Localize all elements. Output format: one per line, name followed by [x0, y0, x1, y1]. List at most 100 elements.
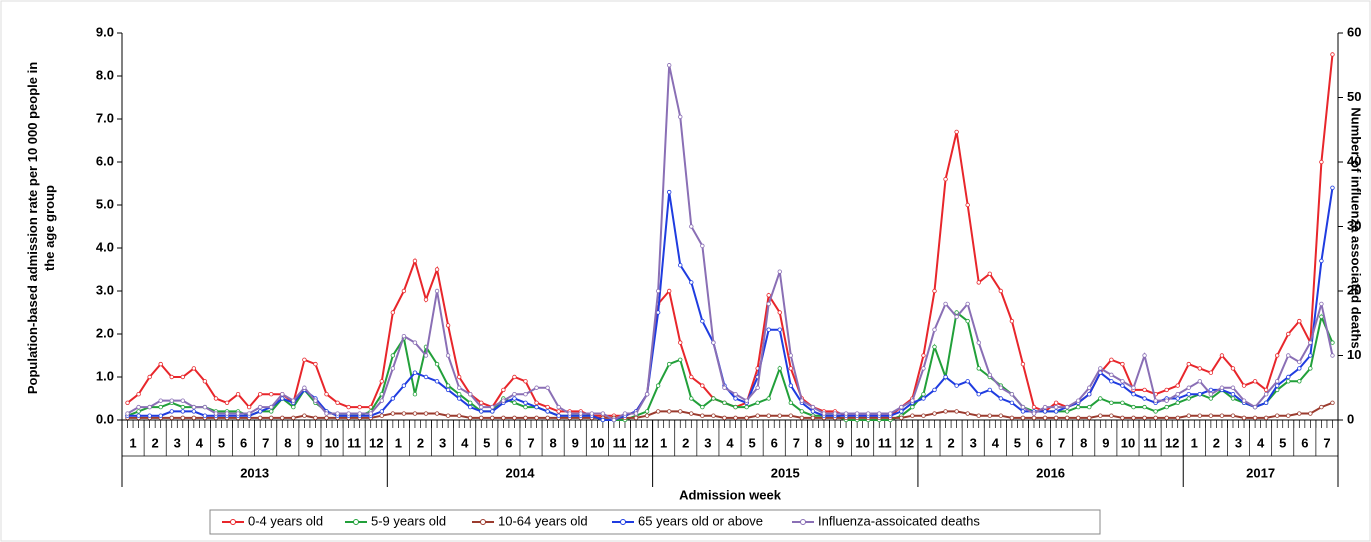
legend-marker	[230, 519, 236, 525]
point	[1020, 404, 1026, 410]
y2-tick-label: 10	[1347, 347, 1361, 362]
point	[158, 361, 163, 367]
point	[512, 396, 517, 401]
point	[1186, 396, 1191, 401]
point	[810, 404, 816, 410]
point	[1064, 404, 1070, 410]
point	[976, 340, 981, 345]
point	[954, 310, 959, 315]
point	[1263, 415, 1269, 421]
point	[412, 370, 418, 375]
point	[578, 411, 583, 416]
point	[700, 243, 705, 249]
point	[390, 353, 396, 358]
point	[235, 392, 241, 397]
point	[1297, 318, 1302, 324]
point	[932, 344, 937, 350]
point	[667, 288, 672, 294]
x-tick-label: 10	[590, 435, 604, 450]
point	[1208, 370, 1214, 375]
point	[445, 413, 451, 418]
point	[678, 357, 683, 362]
x-tick-label: 3	[970, 435, 977, 450]
point	[678, 340, 683, 345]
point	[1175, 392, 1180, 397]
point	[1241, 383, 1247, 388]
point	[1330, 400, 1335, 405]
point	[191, 366, 197, 371]
point	[567, 411, 572, 416]
point	[512, 392, 517, 397]
point	[1319, 258, 1324, 264]
point	[1009, 400, 1015, 405]
x-tick-label: 3	[174, 435, 181, 450]
x-tick-label: 12	[369, 435, 383, 450]
point	[667, 361, 672, 367]
point	[1009, 415, 1015, 421]
point	[445, 353, 451, 358]
legend-label: 0-4 years old	[248, 513, 323, 528]
point	[379, 379, 384, 384]
x-tick-label: 10	[325, 435, 339, 450]
y2-tick-label: 60	[1347, 24, 1361, 39]
point	[755, 400, 760, 405]
x-tick-label: 8	[550, 435, 557, 450]
point	[523, 379, 528, 384]
point	[1109, 400, 1114, 405]
x-tick-label: 1	[925, 435, 932, 450]
x-tick-label: 1	[395, 435, 402, 450]
point	[1286, 331, 1291, 337]
x-tick-label: 11	[1143, 435, 1157, 450]
point	[689, 280, 694, 285]
point	[744, 398, 749, 403]
point	[180, 409, 185, 414]
x-tick-label: 4	[992, 435, 1000, 450]
point	[302, 385, 307, 390]
point	[302, 357, 307, 362]
point	[401, 288, 407, 294]
point	[965, 379, 970, 384]
x-tick-label: 10	[855, 435, 869, 450]
x-tick-label: 11	[347, 435, 361, 450]
point	[291, 404, 296, 410]
point	[412, 258, 418, 264]
point	[1186, 392, 1191, 397]
point	[257, 415, 263, 421]
point	[302, 413, 307, 418]
x-tick-label: 2	[947, 435, 954, 450]
point	[1319, 159, 1324, 165]
point	[1175, 400, 1180, 405]
point	[280, 396, 285, 401]
point	[678, 263, 683, 268]
point	[1131, 392, 1136, 397]
x-tick-label: 1	[1191, 435, 1198, 450]
point	[1031, 411, 1037, 416]
point	[910, 398, 915, 403]
point	[700, 318, 705, 324]
point	[932, 411, 937, 416]
point	[1020, 361, 1026, 367]
point	[1197, 379, 1203, 384]
point	[1241, 398, 1247, 403]
point	[202, 379, 208, 384]
point	[1175, 383, 1180, 388]
x-tick-label: 4	[1257, 435, 1265, 450]
x-tick-label: 10	[1121, 435, 1135, 450]
legend-marker	[353, 519, 359, 525]
point	[335, 400, 340, 405]
point	[722, 400, 727, 405]
point	[1098, 396, 1103, 401]
point	[976, 392, 981, 397]
point	[1087, 385, 1092, 390]
point	[788, 366, 793, 371]
y-tick-label: 6.0	[96, 153, 114, 168]
point	[556, 404, 561, 410]
point	[700, 413, 705, 418]
point	[313, 415, 318, 421]
point	[269, 409, 274, 414]
x-tick-label: 2	[152, 435, 159, 450]
x-tick-label: 8	[815, 435, 822, 450]
point	[224, 400, 230, 405]
point	[468, 404, 473, 410]
point	[943, 176, 948, 182]
